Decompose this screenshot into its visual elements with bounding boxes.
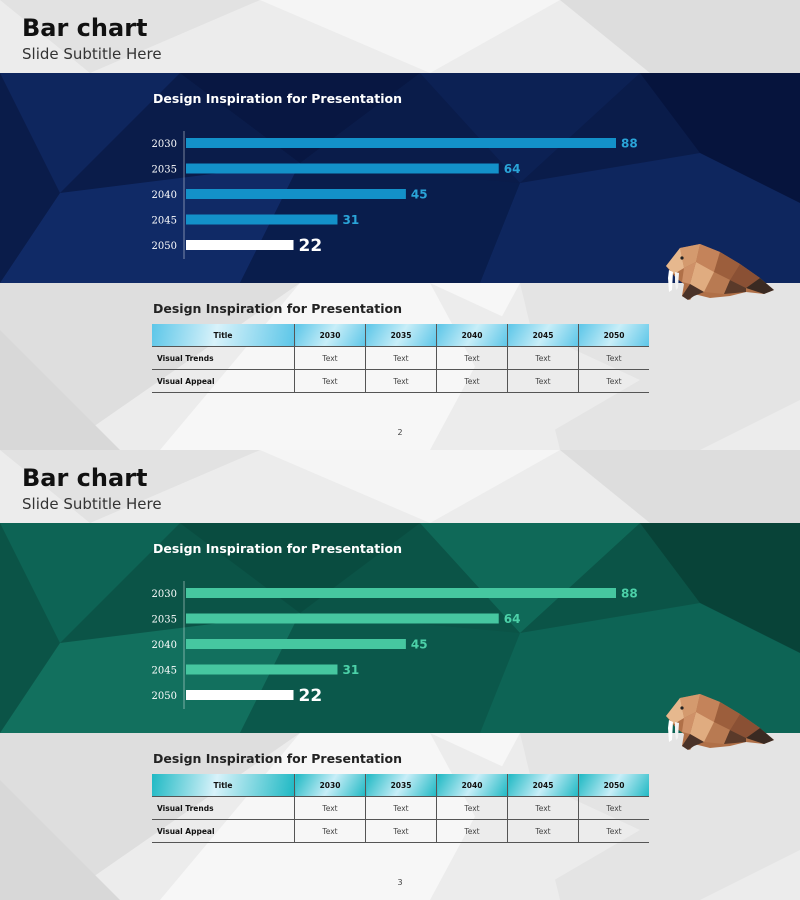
band-background [0, 523, 800, 733]
table-header-title: Title [152, 774, 295, 797]
table-header-2045: 2045 [507, 774, 579, 797]
table-cell: Text [578, 796, 649, 820]
page-number: 3 [397, 878, 403, 887]
tick-label-2030: 2030 [152, 139, 177, 150]
table-cell: Text [365, 346, 437, 370]
data-label-2045: 31 [342, 213, 359, 227]
data-table: Title 2030 2035 2040 2045 2050 Visual Trends T… [152, 324, 649, 393]
data-label-2030: 88 [621, 587, 638, 601]
table-cell: Text [294, 819, 366, 843]
table-cell: Text [365, 819, 437, 843]
bar-2040 [186, 639, 406, 649]
table-cell: Text [294, 796, 366, 820]
bar-2035 [186, 613, 499, 624]
row-label: Visual Appeal [152, 819, 295, 843]
bar-2045 [186, 664, 338, 675]
bar-2030 [186, 588, 616, 598]
table-cell: Text [578, 369, 649, 393]
tick-label-2040: 2040 [152, 640, 177, 651]
data-label-2030: 88 [621, 137, 638, 151]
slide-title: Bar chart [22, 464, 148, 492]
table-header-2040: 2040 [436, 324, 508, 347]
table-cell: Text [436, 819, 508, 843]
table-cell: Text [507, 819, 579, 843]
tick-label-2045: 2045 [152, 666, 177, 677]
table-header-2050: 2050 [578, 324, 649, 347]
bar-2050 [186, 240, 294, 250]
table-header-2030: 2030 [294, 324, 366, 347]
table-row: Visual Appeal Text Text Text Text Text [152, 369, 649, 393]
data-label-2040: 45 [411, 638, 428, 652]
table-header-row: Title 2030 2035 2040 2045 2050 [152, 324, 649, 347]
tick-label-2050: 2050 [152, 241, 177, 252]
table-header-2040: 2040 [436, 774, 508, 797]
table-row: Visual Trends Text Text Text Text Text [152, 346, 649, 370]
data-label-2050: 22 [299, 686, 323, 706]
table-cell: Text [436, 346, 508, 370]
table-cell: Text [578, 346, 649, 370]
table-header-2030: 2030 [294, 774, 366, 797]
table-cell: Text [507, 369, 579, 393]
data-table: Title 2030 2035 2040 2045 2050 Visual Trends T… [152, 774, 649, 843]
table-row: Visual Appeal Text Text Text Text Text [152, 819, 649, 843]
row-label: Visual Trends [152, 796, 295, 820]
table-cell: Text [436, 369, 508, 393]
bar-chart: 2030 88 2035 64 2040 45 2045 31 2050 22 [152, 581, 638, 709]
data-label-2050: 22 [299, 236, 323, 256]
tick-label-2040: 2040 [152, 190, 177, 201]
chart-title: Design Inspiration for Presentation [153, 91, 403, 106]
page-number: 2 [397, 428, 403, 437]
slide-2: Bar chart Slide Subtitle Here Design Ins… [0, 450, 800, 900]
table-cell: Text [507, 346, 579, 370]
bar-2030 [186, 138, 616, 148]
tick-label-2035: 2035 [152, 615, 177, 626]
table-header-title: Title [152, 324, 295, 347]
table-header-2035: 2035 [365, 774, 437, 797]
tick-label-2035: 2035 [152, 165, 177, 176]
table-row: Visual Trends Text Text Text Text Text [152, 796, 649, 820]
table-cell: Text [365, 369, 437, 393]
tick-label-2050: 2050 [152, 691, 177, 702]
table-cell: Text [294, 369, 366, 393]
data-label-2045: 31 [342, 663, 359, 677]
row-label: Visual Trends [152, 346, 295, 370]
slide-1: Bar chart Slide Subtitle Here Design Ins… [0, 0, 800, 450]
walrus-icon [666, 694, 774, 750]
chart-band [0, 523, 800, 733]
bar-chart: 2030 88 2035 64 2040 45 2045 31 2050 22 [152, 131, 638, 259]
table-title: Design Inspiration for Presentation [153, 751, 403, 766]
table-header-2050: 2050 [578, 774, 649, 797]
table-header-2035: 2035 [365, 324, 437, 347]
row-label: Visual Appeal [152, 369, 295, 393]
table-cell: Text [365, 796, 437, 820]
table-header-2045: 2045 [507, 324, 579, 347]
table-header-row: Title 2030 2035 2040 2045 2050 [152, 774, 649, 797]
data-label-2040: 45 [411, 188, 428, 202]
table-cell: Text [507, 796, 579, 820]
bar-2035 [186, 163, 499, 174]
table-cell: Text [436, 796, 508, 820]
data-label-2035: 64 [504, 612, 521, 626]
table-title: Design Inspiration for Presentation [153, 301, 403, 316]
bar-2040 [186, 189, 406, 199]
slide-subtitle: Slide Subtitle Here [22, 495, 162, 513]
table-cell: Text [294, 346, 366, 370]
bar-2045 [186, 214, 338, 225]
tick-label-2045: 2045 [152, 216, 177, 227]
walrus-icon [666, 244, 774, 300]
bar-2050 [186, 690, 294, 700]
data-label-2035: 64 [504, 162, 521, 176]
slide-subtitle: Slide Subtitle Here [22, 45, 162, 63]
slide-title: Bar chart [22, 14, 148, 42]
table-cell: Text [578, 819, 649, 843]
chart-title: Design Inspiration for Presentation [153, 541, 403, 556]
tick-label-2030: 2030 [152, 589, 177, 600]
